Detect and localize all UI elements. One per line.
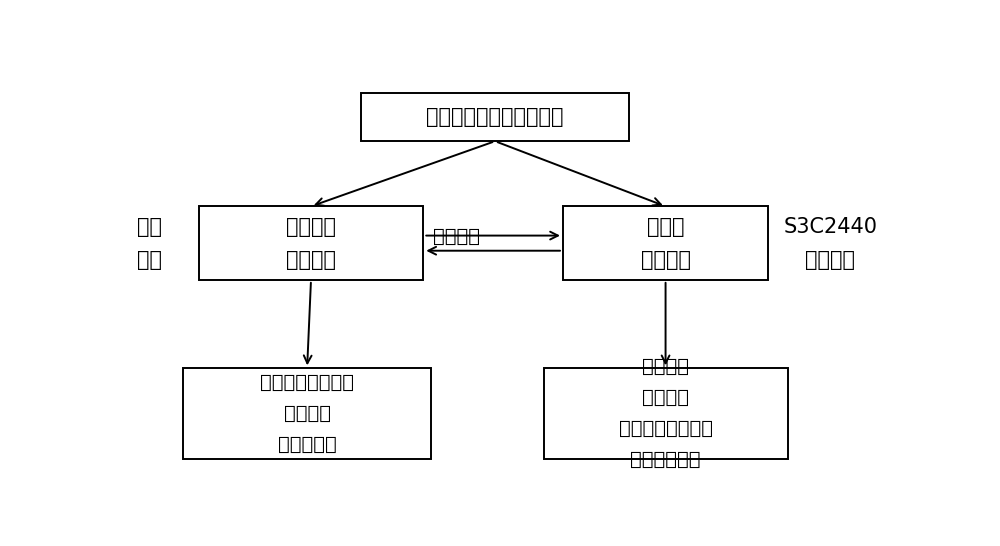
Bar	[183, 368, 431, 459]
Text: 网络接收图像数据
图像处理
幻灯片控制: 网络接收图像数据 图像处理 幻灯片控制	[260, 373, 354, 454]
Bar	[361, 93, 629, 141]
Text: 激光笔交互控制应用程序: 激光笔交互控制应用程序	[426, 107, 564, 127]
Text: 客户端
应用程序: 客户端 应用程序	[641, 217, 691, 270]
Text: 图像采集
图像显示
网络发送图像数据
其他控制功能: 图像采集 图像显示 网络发送图像数据 其他控制功能	[619, 358, 713, 470]
Text: 网络连接: 网络连接	[433, 227, 480, 246]
Text: 放映
设备: 放映 设备	[137, 217, 162, 270]
Bar	[544, 368, 788, 459]
Text: S3C2440
控制设备: S3C2440 控制设备	[783, 217, 877, 270]
Text: 服务器端
应用程序: 服务器端 应用程序	[286, 217, 336, 270]
Bar	[563, 206, 768, 280]
Bar	[199, 206, 423, 280]
